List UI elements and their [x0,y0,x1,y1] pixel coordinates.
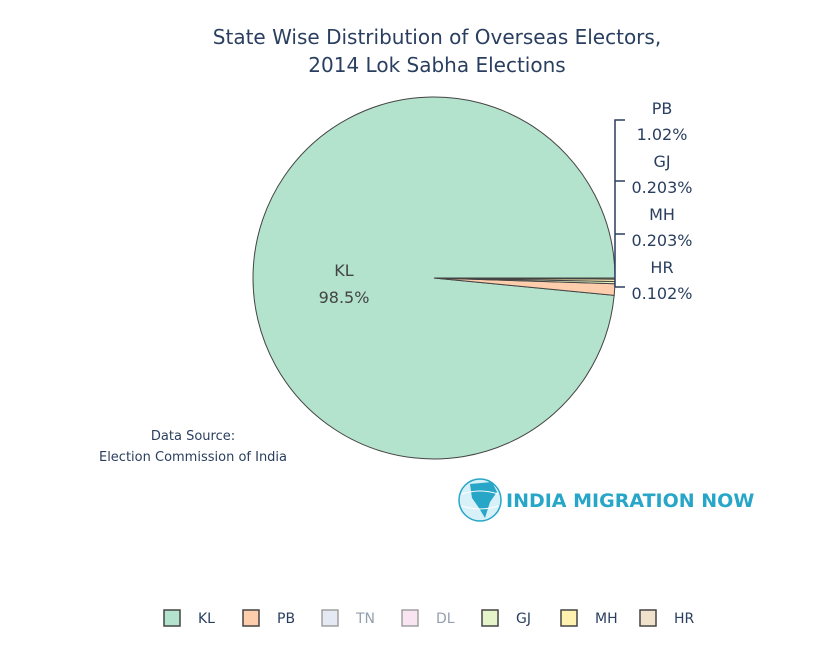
outside-label-hr: HR [650,258,673,277]
source-line-2: Election Commission of India [99,450,287,465]
legend-label: DL [436,611,455,627]
legend-item-dl[interactable]: DL [401,609,455,627]
outside-value-pb: 1.02% [637,125,688,144]
globe-logo-icon [458,478,502,522]
chart-title: State Wise Distribution of Overseas Elec… [213,25,661,77]
title-line-1: State Wise Distribution of Overseas Elec… [213,25,661,49]
title-line-2: 2014 Lok Sabha Elections [308,53,565,77]
legend-label: MH [595,611,618,627]
slice-label-kl: KL [334,261,353,280]
outside-label-gj: GJ [653,152,670,171]
legend-item-hr[interactable]: HR [639,609,695,627]
legend-swatch [401,609,419,627]
legend-swatch [163,609,181,627]
legend-label: GJ [516,611,531,627]
legend: KL PB TN DL GJ MH HR [163,609,695,627]
legend-swatch [481,609,499,627]
pie-slices [252,96,616,460]
outside-value-gj: 0.203% [631,178,692,197]
outside-label-pb: PB [652,99,673,118]
slice-value-kl: 98.5% [319,288,370,307]
outside-value-mh: 0.203% [631,231,692,250]
legend-swatch [321,609,339,627]
legend-label: TN [355,611,375,627]
legend-swatch [242,609,260,627]
source-line-1: Data Source: [151,429,235,444]
india-migration-now-logo: INDIA MIGRATION NOW [458,478,754,522]
data-source-annotation: Data Source: Election Commission of Indi… [99,429,287,465]
legend-item-pb[interactable]: PB [242,609,295,627]
legend-swatch [560,609,578,627]
legend-item-kl[interactable]: KL [163,609,215,627]
label-connector [614,119,625,287]
outside-value-hr: 0.102% [631,284,692,303]
legend-item-tn[interactable]: TN [321,609,375,627]
slice-labels: KL 98.5% [319,261,370,307]
logo-text: INDIA MIGRATION NOW [506,490,754,512]
legend-item-mh[interactable]: MH [560,609,618,627]
outside-label-mh: MH [649,205,675,224]
legend-item-gj[interactable]: GJ [481,609,531,627]
outside-labels: PB 1.02% GJ 0.203% MH 0.203% HR 0.102% [614,99,693,303]
legend-swatch [639,609,657,627]
legend-label: HR [674,611,695,627]
legend-label: KL [198,611,215,627]
legend-label: PB [277,611,295,627]
